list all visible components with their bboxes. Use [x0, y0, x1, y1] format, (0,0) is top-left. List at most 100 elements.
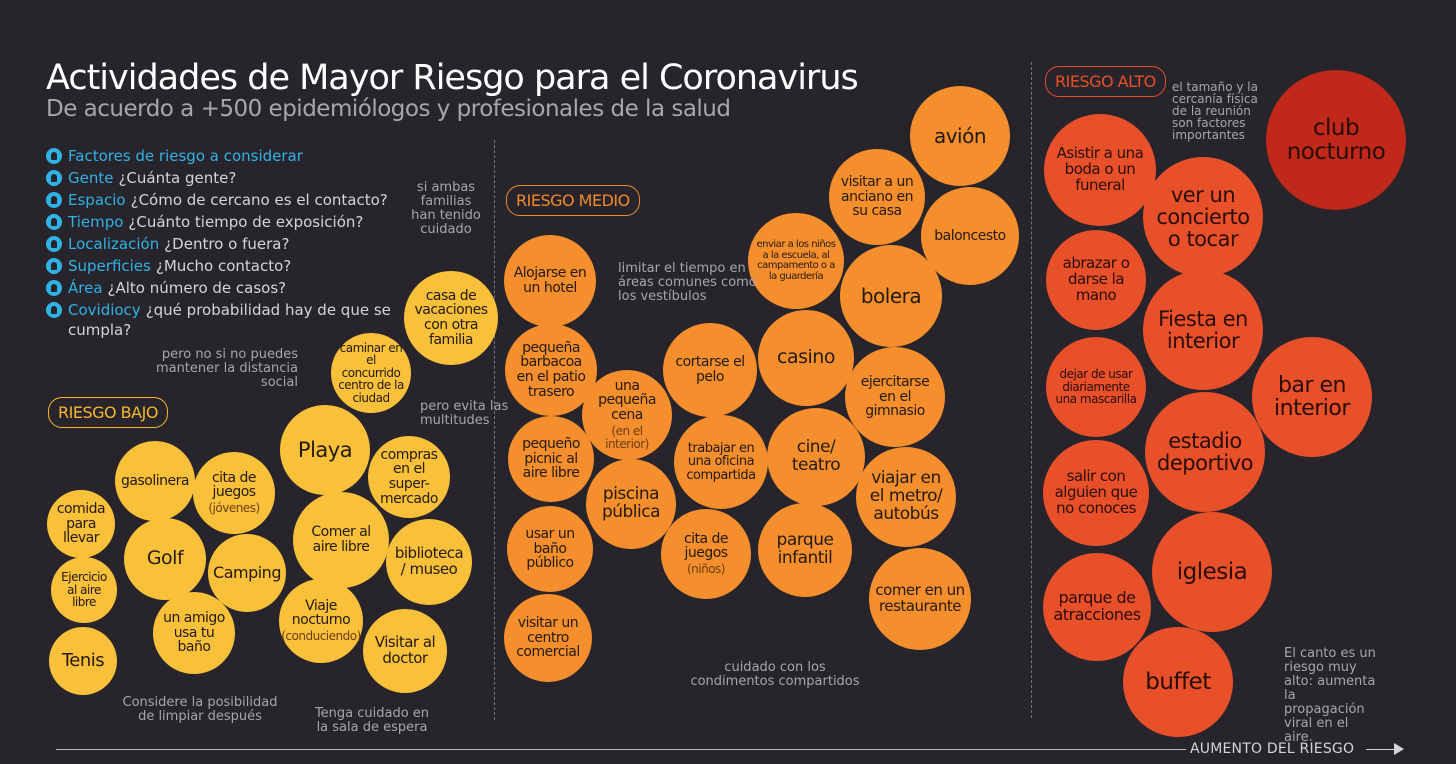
bubble-label: Alojarse en un hotel — [513, 265, 587, 296]
bubble-club-nocturno: club nocturno — [1266, 70, 1406, 210]
bubble-parque-atracciones: parque de atracciones — [1043, 553, 1151, 661]
bubble-label: bolera — [860, 283, 922, 308]
zone-divider-low-medium — [494, 140, 495, 720]
bubble-abrazar: abrazar o darse la mano — [1046, 230, 1146, 330]
factor-question: ¿Cómo de cercano es el contacto? — [130, 191, 388, 209]
factor-question: ¿Dentro o fuera? — [164, 235, 290, 253]
note-hotel: limitar el tiempo en áreas comunes como … — [618, 261, 757, 304]
factor-text: Localización ¿Dentro o fuera? — [68, 234, 289, 254]
bubble-label: Playa — [297, 437, 353, 462]
factor-key: Covidiocy — [68, 301, 141, 319]
factor-text: Covidiocy ¿qué probabilidad hay de que se… — [68, 300, 396, 340]
bubble-label: ejercitarse en el gimnasio — [860, 373, 930, 420]
bubble-label: Viaje nocturno — [291, 597, 351, 629]
people-icon — [46, 170, 62, 186]
tree-icon — [46, 236, 62, 252]
bubble-caminar-centro-ciudad: caminar en el concurrido centro de la ci… — [331, 333, 411, 413]
factor-text: Tiempo ¿Cuánto tiempo de exposición? — [68, 212, 363, 232]
factor-item: Factores de riesgo a considerar — [46, 146, 396, 166]
hand-icon — [46, 258, 62, 274]
factor-item: Espacio ¿Cómo de cercano es el contacto? — [46, 190, 396, 210]
factor-item: Área ¿Alto número de casos? — [46, 278, 396, 298]
bubble-camping: Camping — [208, 534, 286, 612]
bubble-visitar-al-doctor: Visitar al doctor — [363, 609, 447, 693]
note-condiments: cuidado con los condimentos compartidos — [690, 660, 860, 689]
bubble-label: estadio deportivo — [1157, 428, 1253, 475]
bubble-visitar-anciano: visitar a un anciano en su casa — [829, 149, 925, 245]
bubble-label: Comer al aire libre — [311, 524, 371, 555]
bubble-label: casa de vacaciones con otra familia — [414, 287, 488, 348]
factor-item: Tiempo ¿Cuánto tiempo de exposición? — [46, 212, 396, 232]
bubble-label: avión — [933, 123, 987, 148]
bubble-label: visitar un centro comercial — [516, 614, 580, 661]
bubble-salir-con-alguien: salir con alguien que no conoces — [1043, 440, 1149, 546]
bubble-label: un amigo usa tu baño — [163, 609, 225, 656]
bubble-label: parque infantil — [776, 530, 834, 568]
bubble-bar-interior: bar en interior — [1252, 337, 1372, 457]
bubble-label: casino — [777, 346, 835, 369]
bubble-label: biblioteca / museo — [394, 544, 464, 578]
bubble-label: baloncesto — [934, 227, 1006, 244]
bubble-label: gasolinera — [121, 472, 189, 489]
bubble-label: buffet — [1145, 668, 1211, 695]
bubble-tenis: Tenis — [49, 627, 117, 695]
bubble-sublabel: (niños) — [686, 562, 726, 577]
bubble-golf: Golf — [124, 518, 206, 600]
bubble-comer-restaurante: comer en un restaurante — [869, 548, 971, 650]
bubble-label: cita de juegos — [683, 530, 729, 562]
bubble-biblioteca-museo: biblioteca / museo — [386, 519, 472, 605]
bubble-label: cortarse el pelo — [675, 354, 745, 385]
factor-key: Gente — [68, 169, 114, 187]
bubble-label: enviar a los niños a la escuela, al camp… — [756, 239, 836, 282]
bubble-label: ver un concierto o tocar — [1156, 182, 1250, 252]
factor-text: Superficies ¿Mucho contacto? — [68, 256, 291, 276]
factor-key: Factores de riesgo a considerar — [68, 147, 303, 165]
factor-item: Localización ¿Dentro o fuera? — [46, 234, 396, 254]
zone-divider-medium-high — [1031, 62, 1032, 718]
bubble-buffet: buffet — [1123, 627, 1233, 737]
zone-label-high: RIESGO ALTO — [1045, 66, 1166, 97]
bubble-cine-teatro: cine/ teatro — [767, 408, 865, 506]
factor-question: ¿Alto número de casos? — [107, 279, 287, 297]
note-wedding: el tamaño y la cercanía física de la reu… — [1172, 80, 1258, 142]
bubble-label: compras en el super-mercado — [380, 446, 438, 507]
risk-axis-label: AUMENTO DEL RIESGO — [1190, 741, 1355, 757]
bubble-label: cita de juegos — [211, 469, 257, 501]
page-subtitle: De acuerdo a +500 epidemiólogos y profes… — [46, 96, 731, 122]
distance-icon — [46, 192, 62, 208]
bubble-comer-aire-libre: Comer al aire libre — [293, 492, 389, 588]
note-church: El canto es un riesgo muy alto: aumenta … — [1284, 646, 1376, 745]
factor-item: Covidiocy ¿qué probabilidad hay de que se… — [46, 300, 396, 340]
risk-axis-line — [56, 749, 1186, 750]
note-vacation: si ambas familias han tenido cuidado — [411, 180, 481, 237]
factor-item: Superficies ¿Mucho contacto? — [46, 256, 396, 276]
bubble-label: abrazar o darse la mano — [1062, 254, 1130, 304]
bubble-fiesta-interior: Fiesta en interior — [1143, 270, 1263, 390]
factor-text: Gente ¿Cuánta gente? — [68, 168, 236, 188]
bubble-estadio-deportivo: estadio deportivo — [1145, 392, 1265, 512]
bubble-casino: casino — [758, 310, 854, 406]
bubble-un-amigo-usa-tu-bano: un amigo usa tu baño — [153, 592, 235, 674]
note-clean: Considere la posibilidad de limpiar desp… — [122, 695, 278, 724]
bubble-picnic: pequeño picnic al aire libre — [508, 416, 594, 502]
factor-item: Gente ¿Cuánta gente? — [46, 168, 396, 188]
bubble-label: Visitar al doctor — [374, 633, 436, 667]
bubble-label: Ejercicio al aire libre — [61, 570, 107, 610]
bubble-cita-de-juegos-ninos: cita de juegos (niños) — [661, 509, 751, 599]
bubble-label: trabajar en una oficina compartida — [686, 440, 756, 483]
globe-icon — [46, 280, 62, 296]
bubble-label: caminar en el concurrido centro de la ci… — [338, 340, 404, 405]
bubble-gasolinera: gasolinera — [115, 441, 195, 521]
bubble-label: club nocturno — [1286, 114, 1386, 165]
note-crowds: pero evita las multitudes — [420, 399, 509, 428]
bubble-enviar-ninos-escuela: enviar a los niños a la escuela, al camp… — [748, 213, 844, 309]
bubble-bano-publico: usar un baño público — [507, 506, 593, 592]
bubble-label: viajar en el metro/ autobús — [869, 468, 943, 524]
bubble-baloncesto: baloncesto — [921, 187, 1019, 285]
bubble-label: Camping — [213, 562, 281, 582]
factor-question: ¿Cuánto tiempo de exposición? — [128, 213, 364, 231]
clock-icon — [46, 214, 62, 230]
head-icon — [46, 302, 62, 318]
factor-text: Área ¿Alto número de casos? — [68, 278, 286, 298]
